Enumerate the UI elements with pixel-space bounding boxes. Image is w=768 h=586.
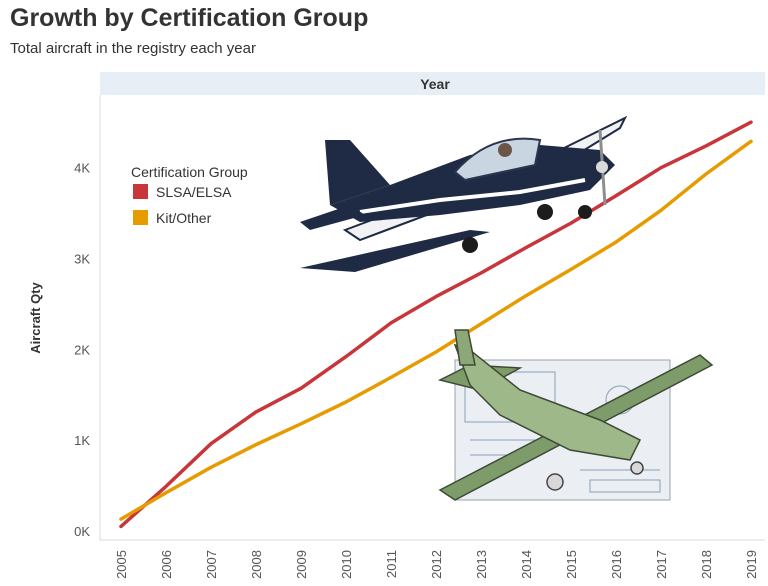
x-tick-label: 2019 <box>744 550 759 579</box>
column-header-band <box>100 72 765 95</box>
y-tick-label: 0K <box>74 524 90 539</box>
legend-label-kit-other: Kit/Other <box>156 210 212 226</box>
x-tick-label: 2012 <box>429 550 444 579</box>
x-tick-label: 2011 <box>384 550 399 578</box>
y-tick-label: 4K <box>74 161 90 176</box>
series-line-slsa-elsa <box>119 120 753 529</box>
x-tick-label: 2016 <box>609 550 624 579</box>
x-tick-label: 2018 <box>699 550 714 579</box>
x-tick-label: 2017 <box>654 550 669 579</box>
legend: Certification Group SLSA/ELSA Kit/Other <box>131 164 248 226</box>
legend-swatch-slsa-elsa <box>133 184 148 199</box>
column-header-label: Year <box>420 76 450 92</box>
series-lines <box>119 120 753 529</box>
top-plane-illustration <box>300 115 628 272</box>
legend-title: Certification Group <box>131 164 248 180</box>
y-tick-label: 2K <box>74 342 90 357</box>
x-ticks: 2005 2006 2007 2008 2009 2010 2011 2012 2013 2014… <box>114 550 759 579</box>
y-ticks: 0K 1K 2K 3K 4K <box>74 161 90 539</box>
chart-title: Growth by Certification Group <box>10 4 369 32</box>
x-tick-label: 2013 <box>474 550 489 579</box>
chart-subtitle: Total aircraft in the registry each year <box>10 40 256 57</box>
x-tick-label: 2014 <box>519 550 534 579</box>
x-tick-label: 2007 <box>204 550 219 579</box>
x-tick-label: 2006 <box>159 550 174 579</box>
legend-label-slsa-elsa: SLSA/ELSA <box>156 184 232 200</box>
series-line-kit-other <box>119 139 753 521</box>
y-tick-label: 3K <box>74 251 90 266</box>
x-tick-label: 2008 <box>249 550 264 579</box>
x-tick-label: 2005 <box>114 550 129 579</box>
x-tick-label: 2010 <box>339 550 354 579</box>
x-tick-label: 2009 <box>294 550 309 579</box>
legend-swatch-kit-other <box>133 210 148 225</box>
y-tick-label: 1K <box>74 433 90 448</box>
y-axis-title: Aircraft Qty <box>28 281 43 353</box>
x-tick-label: 2015 <box>564 550 579 579</box>
bottom-plane-illustration <box>437 329 714 501</box>
